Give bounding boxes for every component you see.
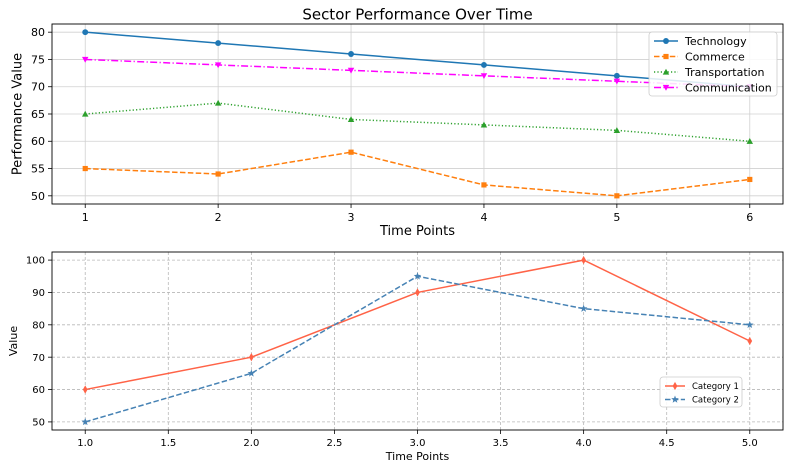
x-axis-label: Time Points	[385, 450, 450, 463]
x-tick-label: 3	[348, 211, 355, 224]
data-point	[247, 369, 256, 377]
grid	[52, 252, 783, 430]
data-point	[214, 99, 222, 106]
legend-label: Communication	[685, 81, 772, 94]
chart-2: 1.0 1.5 2.0 2.5 3.0 3.5 4.0 4.5 5.0 50 60 70 80 90 100…	[7, 251, 784, 463]
x-tick-label: 4.5	[659, 438, 675, 449]
series-category-2	[81, 272, 754, 426]
y-tick-label: 70	[31, 81, 45, 94]
legend-box	[659, 376, 743, 408]
axes-frame	[51, 23, 784, 205]
legend-label: Category 2	[692, 396, 739, 406]
y-tick-label: 80	[31, 26, 45, 39]
x-tick-label: 5.0	[742, 438, 758, 449]
data-point	[747, 336, 753, 346]
legend-label: Transportation	[684, 66, 764, 79]
data-point	[480, 121, 488, 128]
y-tick-label: 50	[31, 190, 45, 203]
axes-frame	[51, 251, 784, 431]
data-point	[348, 51, 354, 57]
series-line	[85, 102, 750, 143]
data-point	[81, 110, 89, 117]
y-tick-label: 90	[32, 288, 45, 299]
data-point	[348, 149, 354, 155]
y-tick-label: 55	[31, 163, 45, 176]
data-point	[614, 193, 620, 199]
legend: Category 1 Category 2	[659, 376, 743, 408]
y-tick-label: 75	[31, 53, 45, 66]
data-point	[481, 61, 487, 68]
data-point	[82, 29, 89, 36]
x-tick-label: 1	[82, 211, 89, 224]
legend-swatch-marker	[662, 84, 670, 91]
legend-box	[648, 31, 778, 97]
y-tick-label: 60	[32, 385, 45, 396]
data-point	[481, 182, 487, 188]
x-tick-label: 4	[480, 211, 487, 224]
data-point	[746, 138, 754, 144]
y-tick-label: 80	[32, 320, 45, 331]
data-point	[214, 62, 222, 69]
y-tick-label: 70	[32, 353, 45, 364]
legend-swatch-marker	[663, 38, 669, 44]
x-tick-label: 5	[613, 211, 620, 224]
data-point	[413, 272, 422, 280]
x-tick-label: 1.0	[77, 438, 93, 449]
x-tick-label: 3.5	[493, 438, 509, 449]
data-point	[579, 304, 588, 312]
data-point	[480, 73, 488, 80]
data-point	[81, 56, 89, 63]
data-point	[249, 353, 254, 362]
series-commerce	[82, 149, 753, 199]
legend-swatch-marker	[663, 53, 669, 60]
data-point	[745, 320, 754, 329]
data-point	[81, 417, 90, 426]
series-line	[85, 31, 750, 88]
series-transportation	[81, 99, 754, 144]
y-tick-label: 65	[31, 108, 45, 121]
x-tick-label: 4.0	[576, 438, 592, 449]
x-tick-label: 6	[746, 211, 753, 224]
data-point	[82, 165, 88, 172]
data-point	[613, 127, 621, 133]
chart-title: Sector Performance Over Time	[302, 6, 532, 24]
data-point	[581, 255, 586, 265]
series-line	[85, 151, 750, 197]
data-point	[215, 171, 221, 177]
data-point	[347, 116, 355, 123]
series-category-1	[82, 255, 753, 394]
legend-swatch-marker	[662, 68, 670, 75]
y-axis-label: Performance Value	[11, 53, 26, 175]
x-axis-label: Time Points	[379, 224, 455, 239]
legend-label: Technology	[684, 35, 747, 48]
x-tick-label: 1.5	[160, 438, 176, 449]
data-point	[613, 72, 620, 79]
y-axis-label: Value	[7, 326, 20, 356]
legend-label: Category 1	[692, 382, 739, 392]
legend-label: Commerce	[685, 50, 745, 63]
series-line	[85, 58, 750, 88]
data-point	[613, 78, 621, 85]
legend: Technology Commerce Transportation Communic…	[648, 31, 778, 97]
data-point	[82, 385, 88, 394]
data-point	[415, 288, 420, 297]
chart-1: 1 2 3 4 5 6 50 55 60 65 70 75 80 Sector Performance O…	[11, 6, 784, 239]
legend-swatch-marker	[672, 381, 678, 391]
y-tick-label: 50	[32, 418, 45, 429]
data-point	[747, 176, 753, 183]
y-tick-label: 60	[31, 135, 45, 148]
legend-swatch-marker	[671, 395, 679, 403]
y-tick-label: 100	[26, 256, 45, 267]
x-tick-label: 2	[215, 211, 222, 224]
data-point	[347, 67, 355, 74]
x-tick-label: 2.0	[243, 438, 259, 449]
data-point	[215, 40, 222, 47]
x-tick-label: 3.0	[410, 438, 426, 449]
x-tick-label: 2.5	[326, 438, 342, 449]
